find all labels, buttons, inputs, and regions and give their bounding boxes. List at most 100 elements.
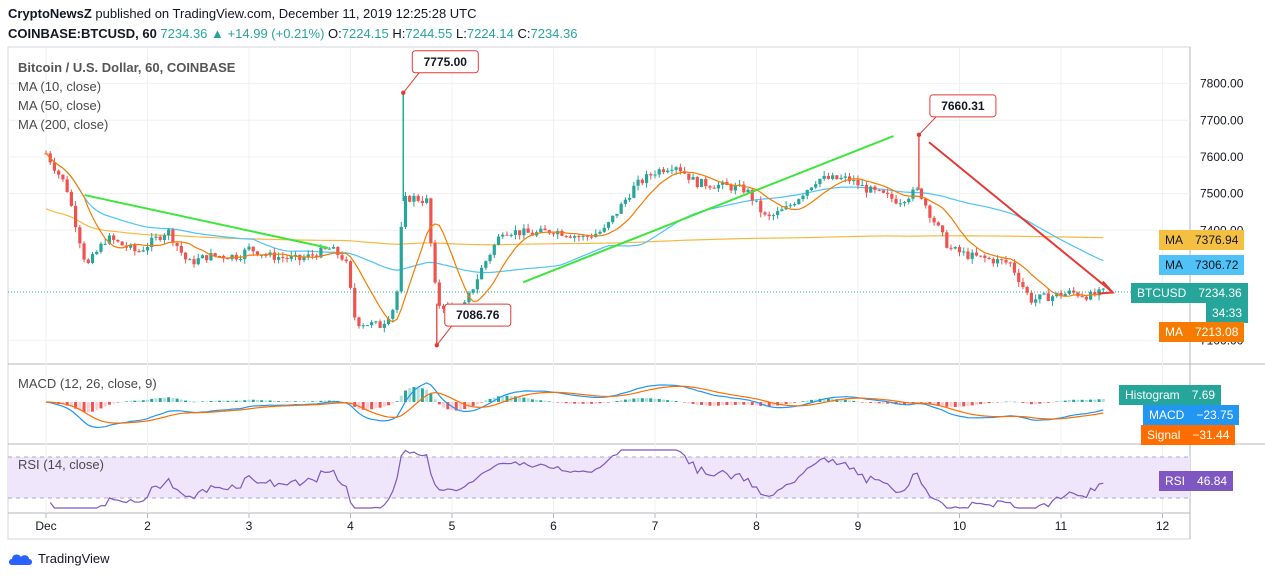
macd-histogram-bar <box>289 401 293 402</box>
macd-histogram-bar <box>560 402 564 403</box>
candle-body <box>953 247 957 249</box>
macd-histogram-bar <box>746 402 750 405</box>
macd-histogram-bar <box>69 402 73 407</box>
candle-body <box>636 179 640 186</box>
macd-histogram-bar <box>666 400 670 402</box>
candle-body <box>657 169 661 175</box>
macd-histogram-bar <box>315 401 319 402</box>
macd-badge-label: MACD <box>1149 408 1185 422</box>
macd-histogram-bar <box>391 402 395 404</box>
candle-body <box>370 322 374 326</box>
candle-body <box>898 203 902 205</box>
macd-histogram-bar <box>932 402 936 405</box>
ma50-badge-value: 7306.72 <box>1195 258 1239 272</box>
macd-histogram-bar <box>480 402 484 403</box>
candle-body <box>716 184 721 189</box>
macd-histogram-bar <box>141 400 145 402</box>
ma200-badge-value: 7376.94 <box>1189 230 1245 250</box>
macd-histogram-bar <box>877 402 881 404</box>
macd-histogram-bar <box>437 402 441 405</box>
candle-body <box>175 242 179 246</box>
macd-histogram-bar <box>852 400 856 402</box>
candle-body <box>712 187 716 189</box>
macd-histogram-bar <box>822 398 826 402</box>
candle-body <box>1025 287 1029 293</box>
candle-body <box>640 179 644 184</box>
candle-body <box>843 176 847 178</box>
candle-body <box>1029 292 1033 303</box>
candle-body <box>1021 282 1025 288</box>
tradingview-logo[interactable]: TradingView <box>8 551 110 566</box>
macd-histogram-bar <box>200 401 204 402</box>
macd-histogram-bar <box>945 402 949 407</box>
candle-body <box>391 309 395 319</box>
candle-body <box>374 321 378 323</box>
candle-body <box>902 202 907 204</box>
candle-body <box>217 256 221 258</box>
macd-histogram-bar <box>1059 401 1063 402</box>
candle-body <box>835 175 839 180</box>
macd-histogram-bar <box>387 402 391 406</box>
candle-body <box>323 247 327 249</box>
gridlines <box>8 47 1190 513</box>
ma10-polyline <box>45 152 1104 323</box>
macd-histogram-bar <box>991 402 995 403</box>
candle-body <box>128 245 133 248</box>
rsi-badge-value: 46.84 <box>1197 474 1228 488</box>
candle-body <box>412 195 416 202</box>
macd-histogram-bar <box>979 402 983 405</box>
time-tick-label: 5 <box>449 519 456 533</box>
candle-body <box>86 259 90 263</box>
macd-histogram-bar <box>530 399 534 402</box>
candle-body <box>1059 292 1063 297</box>
macd-histogram-bar <box>590 402 594 404</box>
candle-body <box>222 256 226 259</box>
candle-body <box>695 177 699 188</box>
macd-histogram-bar <box>382 402 386 407</box>
candle-body <box>526 228 530 233</box>
candle-body <box>95 251 99 255</box>
histogram-badge-label: Histogram <box>1125 388 1180 402</box>
macd-histogram-bar <box>217 400 221 402</box>
macd-histogram-bar <box>649 398 653 402</box>
candle-body <box>429 198 433 243</box>
countdown-badge: 34:33 <box>1206 303 1249 323</box>
last-price: 7234.36 <box>160 26 208 41</box>
candle-body <box>120 241 124 246</box>
ma10-line <box>45 152 1104 323</box>
candle-body <box>628 197 632 200</box>
candle-body <box>492 244 496 255</box>
macd-histogram-bar <box>598 402 602 404</box>
candle-body <box>831 175 835 179</box>
candle-body <box>661 169 666 173</box>
macd-histogram-bar <box>205 401 209 402</box>
macd-histogram-bar <box>801 401 805 402</box>
ma200-badge: MA 7376.94 <box>1159 230 1245 250</box>
macd-histogram-bar <box>611 401 615 402</box>
macd-histogram-bar <box>602 402 606 403</box>
macd-histogram-bar <box>327 400 331 402</box>
candle-body <box>746 189 750 193</box>
macd-histogram-bar <box>251 399 255 402</box>
candle-body <box>302 257 306 261</box>
candle-body <box>1050 296 1055 302</box>
candle-body <box>940 225 945 233</box>
macd-histogram-bar <box>619 400 623 402</box>
candle-body <box>154 236 158 238</box>
ma200-line <box>45 208 1104 246</box>
candle-body <box>205 255 209 261</box>
candle-body <box>353 287 357 318</box>
macd-histogram-bar <box>700 402 704 405</box>
candle-body <box>116 239 120 242</box>
ma10-badge-value: 7213.08 <box>1195 325 1239 339</box>
macd-histogram-bar <box>733 402 737 405</box>
candle-body <box>61 174 65 180</box>
candle-body <box>606 222 611 228</box>
high-value: 7244.55 <box>405 26 453 41</box>
candle-body <box>1000 259 1004 261</box>
macd-histogram-bar <box>860 402 864 403</box>
candle-body <box>496 236 501 245</box>
macd-histogram-bar <box>738 402 742 405</box>
candle-body <box>886 192 890 194</box>
